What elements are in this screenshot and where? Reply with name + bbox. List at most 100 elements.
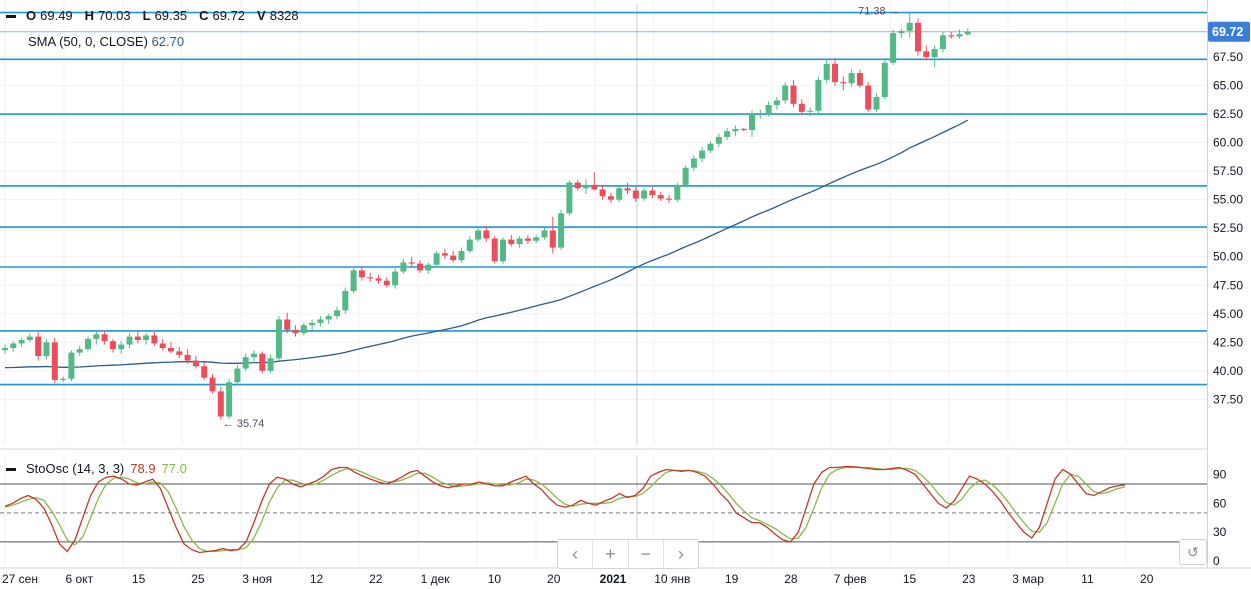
candle-body xyxy=(400,262,407,272)
candle-body xyxy=(956,34,963,37)
candle-body xyxy=(840,82,847,84)
price-tick-label: 67.50 xyxy=(1213,50,1243,64)
candle-body xyxy=(109,341,116,350)
candle-body xyxy=(475,230,482,240)
candle-body xyxy=(541,230,548,238)
time-tick-label: 28 xyxy=(784,572,798,586)
candle-body xyxy=(408,262,415,264)
sma-value: 62.70 xyxy=(151,34,185,49)
candle-body xyxy=(732,128,739,132)
candle-body xyxy=(184,354,191,361)
low-annotation: ← 35.74 xyxy=(223,418,265,430)
candle-body xyxy=(26,336,33,341)
price-tick-label: 52.50 xyxy=(1213,221,1243,235)
time-tick-label: 23 xyxy=(962,572,976,586)
candle-body xyxy=(881,62,888,97)
osc-tick-label: 30 xyxy=(1213,525,1227,539)
price-tick-label: 42.50 xyxy=(1213,335,1243,349)
candle-body xyxy=(367,277,374,279)
candle-body xyxy=(740,128,747,131)
candle-body xyxy=(939,35,946,50)
candle-body xyxy=(682,167,689,185)
candle-body xyxy=(807,110,814,112)
candle-body xyxy=(865,85,872,110)
candle-body xyxy=(516,238,523,245)
candle-body xyxy=(242,357,249,369)
price-tick-label: 55.00 xyxy=(1213,193,1243,207)
reset-view-button[interactable]: ↺ xyxy=(1179,539,1207,565)
candle-body xyxy=(666,198,672,200)
collapse-icon[interactable] xyxy=(6,15,16,19)
zoom-out-button[interactable]: − xyxy=(629,540,664,568)
candle-body xyxy=(159,343,166,349)
candle-body xyxy=(815,79,822,111)
candle-body xyxy=(300,325,307,334)
zoom-in-button[interactable]: + xyxy=(593,540,629,568)
high-value: 70.03 xyxy=(98,8,131,23)
candle-body xyxy=(632,190,639,199)
candle-body xyxy=(18,340,25,344)
price-tick-label: 40.00 xyxy=(1213,364,1243,378)
candle-body xyxy=(325,316,332,320)
time-tick-label: 22 xyxy=(369,572,383,586)
candle-body xyxy=(724,131,731,137)
stoch-k-line xyxy=(4,465,1126,554)
candle-body xyxy=(217,391,224,417)
candle-body xyxy=(690,158,697,168)
price-tick-label: 45.00 xyxy=(1213,307,1243,321)
stoch-label: StoOsc (14, 3, 3) xyxy=(26,461,125,476)
candle-body xyxy=(168,348,174,352)
candle-body xyxy=(798,103,805,112)
candle-body xyxy=(524,238,531,241)
candle-body xyxy=(425,264,432,271)
candle-body xyxy=(948,35,955,37)
last-price-label: 69.72 xyxy=(1212,25,1243,39)
candle-body xyxy=(566,182,573,214)
candle-body xyxy=(583,184,589,189)
time-tick-label: 10 xyxy=(488,572,502,586)
candle-body xyxy=(856,73,863,86)
candle-body xyxy=(483,230,490,239)
candle-body xyxy=(176,351,183,355)
candle-body xyxy=(558,213,565,248)
candle-body xyxy=(923,51,930,58)
candle-body xyxy=(226,382,233,417)
undo-icon: ↺ xyxy=(1187,543,1199,560)
candle-body xyxy=(674,184,681,200)
candle-body xyxy=(848,73,855,84)
candle-body xyxy=(765,104,772,113)
candle-body xyxy=(466,239,473,252)
candle-body xyxy=(898,30,905,34)
time-tick-label: 20 xyxy=(547,572,561,586)
time-tick-label: 6 окт xyxy=(66,572,94,586)
candle-body xyxy=(757,112,764,115)
candle-body xyxy=(931,49,938,58)
scroll-left-button[interactable]: ‹ xyxy=(558,540,594,568)
candle-body xyxy=(508,239,515,245)
sma-path xyxy=(4,119,969,369)
candle-body xyxy=(192,360,199,367)
stoch-legend: StoOsc (14, 3, 3) 78.9 77.0 xyxy=(6,461,187,476)
candle-body xyxy=(441,253,448,256)
time-tick-label: 1 дек xyxy=(421,572,451,586)
ohlc-legend: O 69.49 H 70.03 L 69.35 C 69.72 V 8328 xyxy=(6,8,311,23)
candle-body xyxy=(350,270,357,291)
collapse-icon[interactable] xyxy=(6,468,16,472)
candle-body xyxy=(649,190,656,196)
time-tick-label: 10 янв xyxy=(654,572,690,586)
candle-body xyxy=(832,63,838,83)
candle-body xyxy=(591,184,598,190)
candle-body xyxy=(707,143,714,151)
time-tick-label: 3 ноя xyxy=(242,572,272,586)
candle-body xyxy=(458,251,465,261)
candle-body xyxy=(68,352,75,379)
candle-body xyxy=(284,319,291,330)
candle-body xyxy=(317,319,324,323)
scroll-right-button[interactable]: › xyxy=(677,543,684,564)
close-value: 69.72 xyxy=(212,8,246,23)
price-tick-label: 37.50 xyxy=(1213,392,1243,406)
osc-tick-label: 60 xyxy=(1213,496,1227,510)
volume-value: 8328 xyxy=(269,8,299,23)
candles xyxy=(2,12,971,420)
